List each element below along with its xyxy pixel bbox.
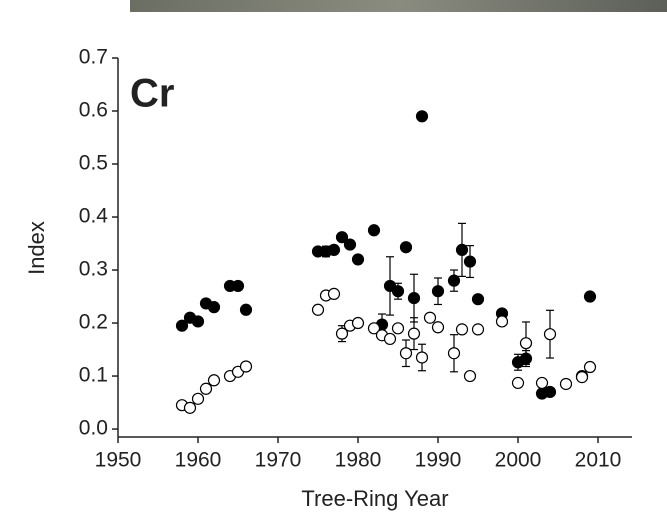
x-tick-label: 1990 (415, 449, 462, 472)
point (575, 371, 589, 384)
point (423, 311, 437, 324)
point (543, 385, 557, 399)
point (455, 243, 469, 256)
y-axis-label: Index (24, 221, 49, 275)
x-tick-label: 2000 (495, 449, 542, 472)
y-tick-label: 0.5 (79, 152, 108, 175)
point (207, 301, 221, 314)
point (495, 315, 509, 328)
point (343, 238, 357, 251)
annotation: Cr (130, 72, 174, 116)
point (399, 241, 413, 254)
y-tick-label: 0.1 (79, 364, 108, 387)
point (207, 374, 221, 387)
point (471, 293, 485, 306)
point (391, 285, 405, 298)
point (559, 377, 573, 391)
x-axis-label: Tree-Ring Year (301, 486, 448, 511)
point (383, 332, 397, 346)
point (367, 224, 381, 237)
point (335, 327, 349, 340)
x-tick-label: 1960 (175, 449, 222, 472)
photo-strip (130, 0, 667, 12)
point (583, 360, 597, 374)
point (239, 360, 253, 373)
x-tick-label: 1980 (335, 449, 382, 472)
point (327, 287, 341, 300)
point (367, 322, 381, 335)
point (239, 303, 253, 316)
point (511, 376, 525, 390)
point (183, 401, 197, 414)
x-tick-label: 1950 (95, 449, 142, 472)
point (175, 319, 189, 332)
point (431, 285, 445, 298)
point (351, 316, 365, 330)
point (311, 303, 325, 316)
point (519, 337, 533, 350)
point (415, 110, 429, 123)
point (191, 315, 205, 328)
y-tick-label: 0.3 (79, 258, 108, 281)
x-tick-label: 2010 (575, 449, 622, 472)
point (463, 255, 477, 268)
point (415, 351, 429, 364)
point (231, 279, 245, 293)
point (335, 231, 349, 244)
y-tick-label: 0.7 (79, 46, 108, 69)
point (535, 376, 549, 390)
point (463, 369, 477, 383)
point (199, 382, 213, 395)
point (391, 322, 405, 335)
point (431, 321, 445, 334)
point (351, 253, 365, 266)
y-tick-label: 0.6 (79, 99, 108, 122)
point (455, 323, 469, 336)
point (327, 243, 341, 256)
point (191, 392, 205, 405)
y-tick-label: 0.4 (79, 205, 109, 228)
point (583, 290, 597, 303)
point (407, 327, 421, 340)
point (543, 328, 557, 341)
point (471, 323, 485, 336)
point (407, 292, 421, 305)
x-tick-label: 1970 (255, 449, 302, 472)
point (447, 274, 461, 287)
y-tick-label: 0.0 (79, 417, 108, 440)
y-tick-label: 0.2 (79, 311, 108, 334)
point (447, 347, 461, 360)
point (399, 347, 413, 360)
